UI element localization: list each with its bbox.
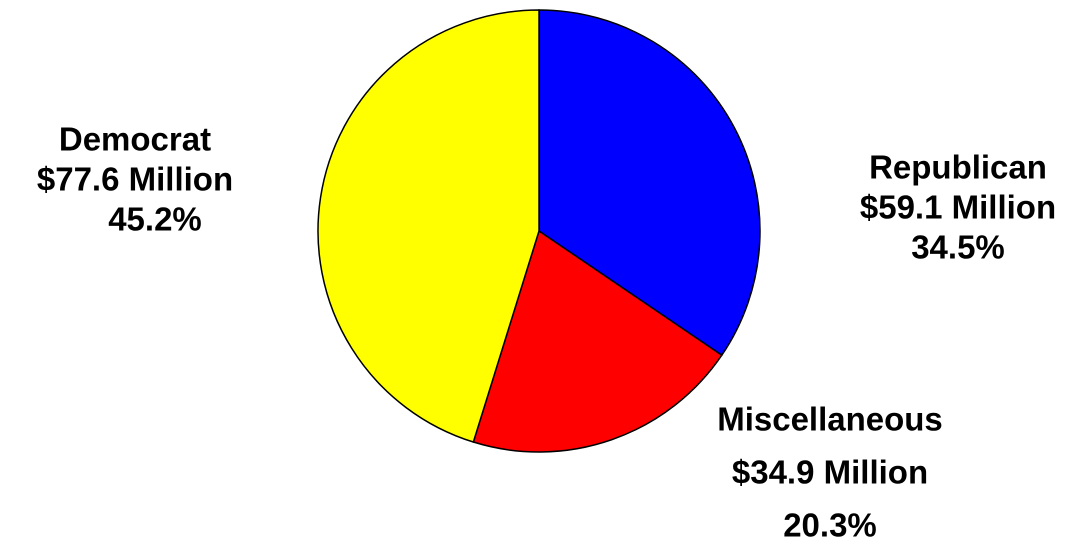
pie-slice xyxy=(538,9,761,357)
amount-label: $59.1 Million xyxy=(860,189,1056,226)
percent-label: 45.2% xyxy=(108,201,202,238)
amount-label: $34.9 Million xyxy=(732,454,928,491)
amount-label: $77.6 Million xyxy=(37,161,233,198)
pie-slice xyxy=(472,229,723,453)
percent-label: 20.3% xyxy=(783,507,877,544)
percent-label: 34.5% xyxy=(911,229,1005,266)
slice-label: Democrat xyxy=(59,121,211,158)
slice-label: Republican xyxy=(869,149,1047,186)
slice-label: Miscellaneous xyxy=(717,401,943,438)
pie-slice xyxy=(317,9,540,443)
